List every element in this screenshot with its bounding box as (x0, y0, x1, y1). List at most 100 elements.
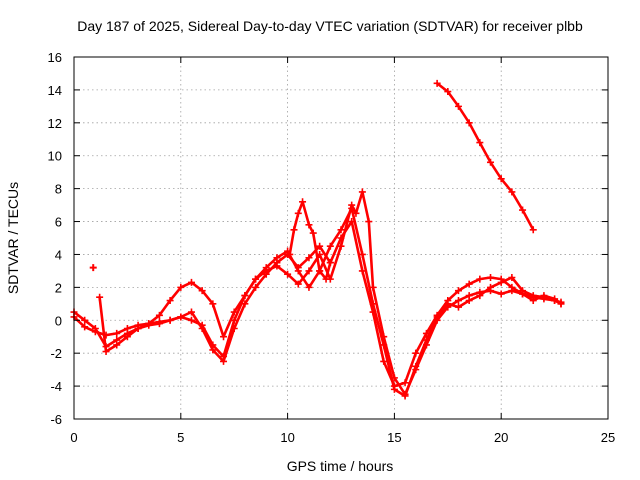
data-point (401, 379, 409, 387)
data-point (497, 175, 505, 183)
data-point (465, 280, 473, 288)
data-point (241, 292, 249, 300)
data-point (465, 119, 473, 127)
data-point (102, 343, 110, 351)
data-point (134, 325, 142, 332)
data-point (433, 313, 441, 321)
data-point (273, 262, 281, 270)
data-point (326, 259, 334, 267)
data-point (454, 102, 462, 110)
data-point (316, 267, 324, 275)
x-tick-label: 15 (387, 430, 401, 445)
data-point (365, 218, 373, 226)
data-point (476, 139, 484, 147)
axis-ticks: 0 5 10 15 20 25 -6 -4 -2 0 2 4 6 8 10 12 14 16 (48, 50, 616, 445)
data-point (81, 323, 89, 331)
data-point (337, 226, 345, 234)
data-point (91, 325, 99, 332)
data-point (476, 292, 484, 300)
data-point (187, 278, 195, 286)
data-point (166, 297, 174, 305)
data-point (508, 188, 516, 196)
data-point (540, 293, 548, 301)
markers-trace-b (96, 188, 565, 398)
chart-title: Day 187 of 2025, Sidereal Day-to-day VTE… (77, 18, 583, 34)
data-point (309, 229, 317, 237)
y-tick-label: -2 (50, 346, 62, 361)
data-point (113, 329, 121, 337)
data-point (380, 357, 388, 365)
data-point (401, 392, 409, 400)
data-point (113, 336, 121, 344)
y-tick-label: 0 (55, 313, 62, 328)
data-point (487, 283, 495, 291)
data-point (96, 293, 104, 301)
y-axis-label: SDTVAR / TECUs (5, 182, 21, 294)
y-tick-label: 14 (48, 83, 62, 98)
data-point (380, 341, 388, 349)
data-point (454, 287, 462, 295)
data-point (305, 254, 313, 262)
data-point (252, 275, 260, 283)
data-point (444, 88, 452, 96)
y-tick-label: 8 (55, 182, 62, 197)
data-point (390, 385, 398, 393)
data-point (487, 273, 495, 281)
data-point (155, 320, 163, 328)
data-point (262, 264, 270, 272)
x-axis-label: GPS time / hours (287, 458, 394, 474)
data-point (529, 226, 537, 234)
data-point (220, 333, 228, 341)
data-point (230, 316, 238, 324)
data-point (252, 283, 260, 291)
data-point (519, 287, 527, 295)
data-point (316, 242, 324, 250)
data-point (209, 341, 217, 349)
data-point (497, 290, 505, 298)
data-point (412, 362, 420, 370)
data-point (433, 79, 441, 87)
x-tick-label: 10 (280, 430, 294, 445)
data-point (198, 287, 206, 295)
series-group (70, 79, 565, 400)
data-point (412, 349, 420, 357)
data-point (155, 311, 163, 319)
data-point (177, 313, 185, 321)
data-point (294, 280, 302, 288)
data-point (326, 242, 334, 250)
data-point (305, 283, 313, 291)
data-point (454, 297, 462, 305)
data-point (198, 321, 206, 329)
y-tick-label: -4 (50, 379, 62, 394)
markers-trace-d (286, 198, 334, 283)
data-point (322, 275, 330, 283)
data-point (284, 270, 292, 278)
y-tick-label: 4 (55, 247, 62, 262)
data-point (557, 300, 565, 308)
data-point (187, 316, 195, 324)
series-trace-b (98, 190, 563, 396)
data-point (299, 198, 307, 206)
data-point (465, 297, 473, 305)
y-tick-label: 10 (48, 149, 62, 164)
y-tick-label: -6 (50, 412, 62, 427)
data-point (519, 206, 527, 214)
data-point (497, 278, 505, 286)
x-tick-label: 0 (70, 430, 77, 445)
y-tick-label: 16 (48, 50, 62, 65)
data-point (422, 336, 430, 344)
markers-trace-e (433, 79, 537, 234)
data-point (508, 287, 516, 295)
y-tick-label: 12 (48, 116, 62, 131)
data-point (209, 300, 217, 308)
data-point (358, 188, 366, 196)
data-point (305, 267, 313, 275)
data-point (294, 267, 302, 275)
data-point (551, 297, 559, 305)
data-point (290, 226, 298, 234)
markers-trace-a (70, 218, 565, 390)
data-point (294, 209, 302, 217)
isolated-data-point (89, 264, 97, 272)
series-trace-e (435, 82, 535, 232)
